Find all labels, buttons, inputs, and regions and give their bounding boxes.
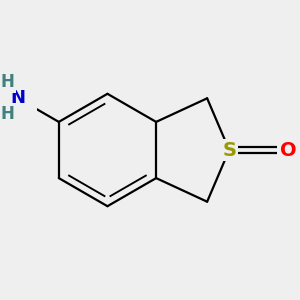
Text: O: O [280, 140, 296, 160]
Text: N: N [10, 89, 25, 107]
Text: H: H [0, 105, 14, 123]
Text: S: S [222, 140, 236, 160]
Text: H: H [0, 73, 14, 91]
